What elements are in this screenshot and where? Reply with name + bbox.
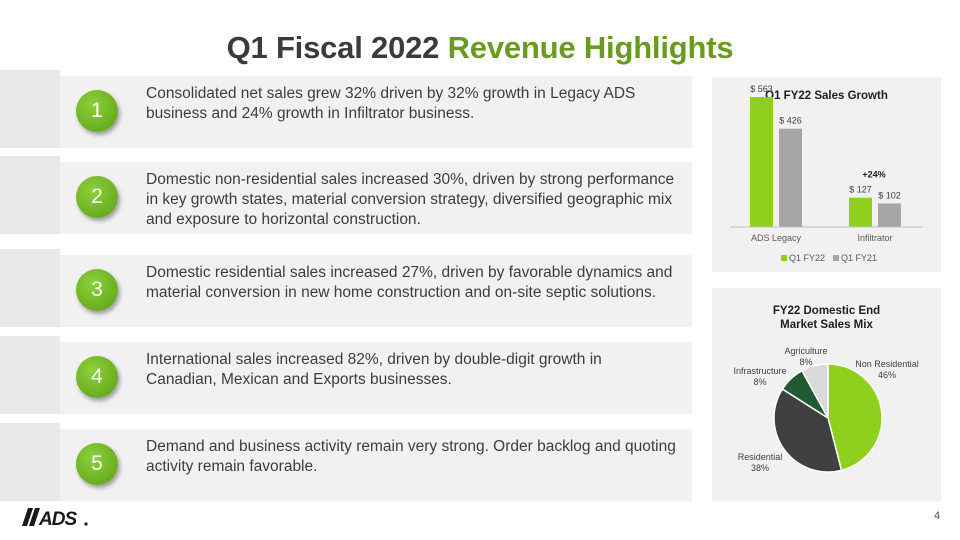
legend-label: Q1 FY21 (841, 253, 877, 263)
slide-title: Q1 Fiscal 2022 Revenue Highlights (0, 30, 960, 66)
highlight-text: Domestic non-residential sales increased… (146, 171, 675, 228)
row-panel (60, 162, 692, 234)
pie-chart-title-line2: Market Sales Mix (780, 319, 873, 331)
bar-ads-legacy-q1fy21 (779, 128, 802, 227)
pie-chart: Non Residential 46% Residential 38% Infr… (733, 346, 919, 473)
ads-logo: ADS (22, 505, 92, 530)
row-tab (0, 249, 60, 327)
legend-swatch-q1fy21 (833, 255, 839, 261)
highlight-row: 2 Domestic non-residential sales increas… (0, 156, 692, 234)
pie-label-infrastructure-value: 8% (753, 377, 766, 387)
row-tab (0, 423, 60, 501)
legend-label: Q1 FY22 (789, 253, 825, 263)
highlight-number-badge: 3 (76, 269, 118, 311)
slide-title-main: Q1 Fiscal 2022 (226, 30, 448, 65)
pie-slice-non-residential (827, 363, 883, 472)
highlight-row: 1 Consolidated net sales grew 32% driven… (0, 70, 692, 148)
x-tick-label: Infiltrator (857, 233, 892, 243)
bar-chart: +32% +24% $ 563 $ 426 $ 127 $ 102 ADS Le… (730, 77, 923, 263)
pie-label-infrastructure-name: Infrastructure (733, 366, 786, 376)
pie-label-non-residential-value: 46% (878, 370, 896, 380)
highlight-text: International sales increased 82%, drive… (146, 351, 602, 388)
row-tab (0, 70, 60, 148)
highlight-number-badge: 2 (76, 176, 118, 218)
highlight-number-badge: 1 (76, 90, 118, 132)
slide-title-accent: Revenue Highlights (447, 30, 734, 65)
pie-slice-residential (773, 388, 843, 473)
highlight-number-badge: 4 (76, 356, 118, 398)
pie-label-residential-value: 38% (751, 463, 769, 473)
logo-wordmark: ADS (38, 509, 77, 529)
highlight-row: 5 Demand and business activity remain ve… (0, 423, 692, 501)
bar-value-label: $ 563 (750, 84, 773, 94)
legend-swatch-q1fy22 (781, 255, 787, 261)
row-panel (60, 429, 692, 501)
row-tab (0, 156, 60, 234)
pie-label-agriculture-value: 8% (799, 357, 812, 367)
highlight-row: 3 Domestic residential sales increased 2… (0, 249, 692, 327)
page-number: 4 (934, 510, 941, 522)
pie-label-non-residential-name: Non Residential (855, 359, 919, 369)
pie-label-residential-name: Residential (738, 452, 783, 462)
row-panel (60, 255, 692, 327)
sales-growth-card: Q1 FY22 Sales Growth +32% +24% $ 563 $ 4… (712, 77, 941, 272)
highlight-number-badge: 5 (76, 443, 118, 485)
bar-infiltrator-q1fy21 (878, 203, 901, 227)
highlight-text: Consolidated net sales grew 32% driven b… (146, 85, 636, 122)
pie-chart-title-line1: FY22 Domestic End (772, 305, 881, 317)
row-tab (0, 336, 60, 414)
highlight-text: Demand and business activity remain very… (146, 438, 676, 475)
pie-slice-agriculture (800, 363, 829, 419)
x-tick-label: ADS Legacy (751, 233, 802, 243)
highlight-text: Domestic residential sales increased 27%… (146, 264, 673, 301)
bar-value-label: $ 127 (849, 185, 872, 195)
highlight-row: 4 International sales increased 82%, dri… (0, 336, 692, 414)
row-panel (60, 342, 692, 414)
market-mix-card: FY22 Domestic End Market Sales Mix Non R… (712, 288, 941, 501)
row-panel (60, 76, 692, 148)
bar-value-label: $ 102 (878, 190, 901, 200)
bar-ads-legacy-q1fy22 (750, 97, 773, 227)
bar-chart-title: Q1 FY22 Sales Growth (765, 90, 888, 102)
pie-label-agriculture-name: Agriculture (784, 346, 827, 356)
bar-annotation-growth: +32% (763, 77, 786, 79)
bar-infiltrator-q1fy22 (849, 197, 872, 227)
bar-value-label: $ 426 (779, 116, 802, 126)
bar-annotation-growth: +24% (862, 170, 885, 180)
